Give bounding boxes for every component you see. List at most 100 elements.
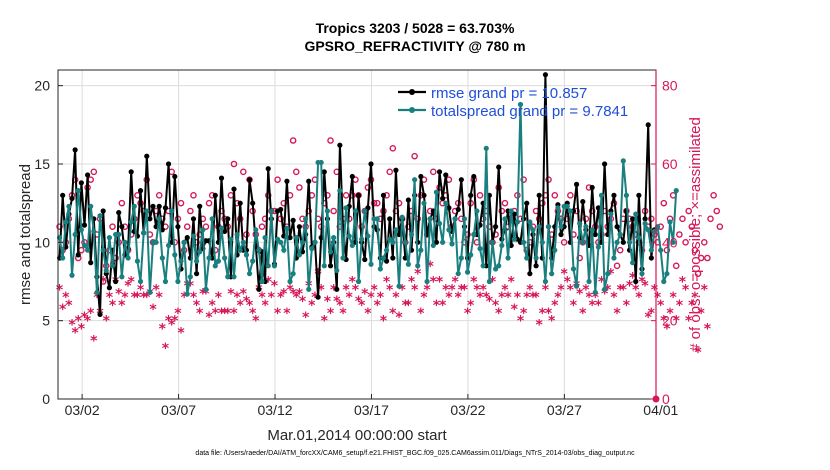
totalspread-point <box>359 236 365 242</box>
obs-assimilated-point: * <box>293 290 301 306</box>
obs-assimilated-point: * <box>221 306 229 322</box>
obs-assimilated-point: * <box>651 282 659 298</box>
obs-assimilated-point: * <box>489 275 497 291</box>
totalspread-point <box>446 227 452 233</box>
x-tick-label: 03/17 <box>354 402 389 418</box>
obs-assimilated-point: * <box>361 286 369 302</box>
totalspread-point <box>72 231 78 238</box>
y2-tick-label: 60 <box>662 156 678 172</box>
obs-assimilated-point: * <box>682 282 690 298</box>
obs-assimilated-point: * <box>395 310 403 326</box>
obs-assimilated-point: * <box>240 286 248 302</box>
obs-assimilated-point: * <box>296 286 304 302</box>
obs-assimilated-point: * <box>230 306 238 322</box>
totalspread-point <box>109 263 116 269</box>
obs-assimilated-point: * <box>458 282 466 298</box>
totalspread-point <box>552 247 558 253</box>
totalspread-point <box>343 205 349 211</box>
obs-possible-point <box>616 246 624 254</box>
rmse-point <box>278 206 284 213</box>
rmse-point <box>128 169 134 175</box>
rmse-point <box>72 147 78 153</box>
rmse-point <box>440 195 446 202</box>
obs-assimilated-point: * <box>193 298 201 314</box>
totalspread-point <box>455 271 461 277</box>
totalspread-point <box>390 239 396 245</box>
obs-possible-point <box>704 254 711 262</box>
totalspread-point <box>530 227 536 233</box>
obs-assimilated-point: * <box>564 275 572 291</box>
totalspread-point <box>449 241 455 247</box>
obs-assimilated-point: * <box>694 345 702 361</box>
obs-assimilated-point: * <box>427 259 435 275</box>
rmse-point <box>633 278 639 285</box>
obs-assimilated-point: * <box>645 310 653 326</box>
rmse-point <box>614 224 620 230</box>
totalspread-point <box>203 286 209 292</box>
rmse-point <box>645 122 651 128</box>
rmse-point <box>256 286 262 292</box>
obs-assimilated-point: * <box>567 282 575 298</box>
obs-assimilated-point: * <box>607 267 615 283</box>
totalspread-point <box>225 274 231 280</box>
obs-possible-point <box>109 223 116 230</box>
totalspread-point <box>421 200 427 206</box>
obs-assimilated-point: * <box>205 310 213 326</box>
totalspread-point <box>240 239 246 245</box>
totalspread-point <box>131 203 137 209</box>
obs-assimilated-point: * <box>551 298 559 314</box>
obs-assimilated-point: * <box>398 282 406 298</box>
rmse-point <box>69 195 75 202</box>
obs-assimilated-point: * <box>233 290 241 306</box>
rmse-point <box>443 172 449 178</box>
obs-assimilated-point: * <box>180 290 188 306</box>
obs-assimilated-point: * <box>227 286 235 302</box>
totalspread-point <box>63 219 69 225</box>
totalspread-point <box>262 235 268 241</box>
obs-assimilated-point: * <box>498 290 506 306</box>
totalspread-point <box>197 249 203 255</box>
y-tick-label: 15 <box>34 156 50 172</box>
totalspread-point <box>153 239 159 245</box>
obs-assimilated-point: * <box>560 267 568 283</box>
totalspread-point <box>514 219 521 225</box>
y2-tick-label: 80 <box>662 78 678 94</box>
totalspread-point <box>427 216 433 222</box>
totalspread-point <box>259 278 265 285</box>
obs-assimilated-point: * <box>402 298 410 314</box>
totalspread-point <box>524 255 530 261</box>
totalspread-point <box>122 239 128 245</box>
totalspread-point <box>517 101 524 108</box>
obs-assimilated-point: * <box>657 298 665 314</box>
totalspread-point <box>440 239 446 245</box>
rmse-point <box>533 263 539 269</box>
obs-assimilated-point: * <box>75 314 83 330</box>
rmse-point <box>471 173 477 180</box>
obs-assimilated-point: * <box>548 314 556 330</box>
totalspread-point <box>281 247 287 253</box>
totalspread-point <box>670 239 676 245</box>
obs-assimilated-point: * <box>261 298 269 314</box>
obs-possible-point <box>613 262 621 270</box>
totalspread-point <box>265 263 271 269</box>
totalspread-point <box>633 211 639 217</box>
obs-assimilated-point: * <box>277 290 285 306</box>
rmse-point <box>119 224 125 230</box>
obs-possible-point <box>155 192 163 199</box>
x-tick-label: 03/27 <box>547 402 582 418</box>
totalspread-point <box>84 247 91 253</box>
obs-assimilated-point: * <box>464 306 472 322</box>
obs-assimilated-point: * <box>162 341 170 357</box>
obs-possible-point <box>373 199 381 207</box>
obs-assimilated-point: * <box>87 306 95 322</box>
obs-assimilated-point: * <box>685 314 693 330</box>
obs-assimilated-point: * <box>473 282 481 298</box>
obs-assimilated-point: * <box>134 290 142 306</box>
totalspread-point <box>184 291 190 297</box>
obs-possible-point <box>685 207 693 215</box>
rmse-point <box>246 177 253 183</box>
obs-possible-point <box>296 184 303 191</box>
totalspread-point <box>293 235 299 241</box>
obs-assimilated-point: * <box>327 306 335 322</box>
obs-assimilated-point: * <box>676 298 684 314</box>
